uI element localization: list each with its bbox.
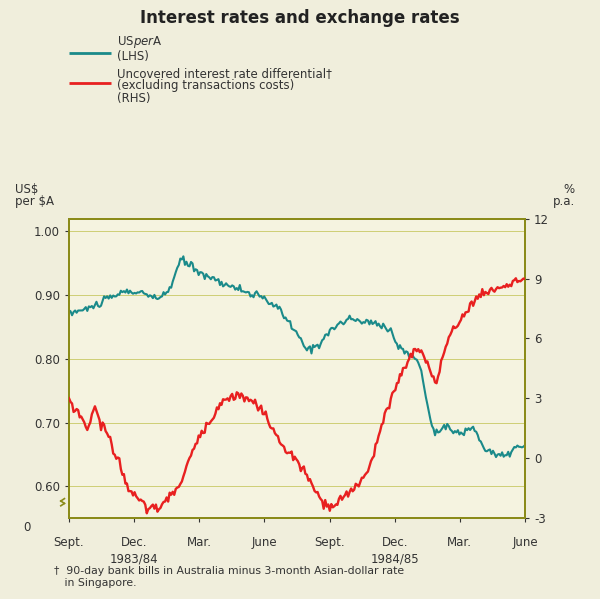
Text: Uncovered interest rate differential†: Uncovered interest rate differential† <box>117 66 332 80</box>
Text: (LHS): (LHS) <box>117 50 149 63</box>
Text: June: June <box>251 536 277 549</box>
Text: Sept.: Sept. <box>53 536 85 549</box>
Text: 0: 0 <box>23 521 30 534</box>
Text: US$: US$ <box>15 183 38 196</box>
Text: Interest rates and exchange rates: Interest rates and exchange rates <box>140 9 460 27</box>
Text: p.a.: p.a. <box>553 195 575 208</box>
Text: †  90-day bank bills in Australia minus 3-month Asian-dollar rate
   in Singapor: † 90-day bank bills in Australia minus 3… <box>54 566 404 588</box>
Text: Mar.: Mar. <box>187 536 212 549</box>
Text: 1984/85: 1984/85 <box>370 552 419 565</box>
Text: 1983/84: 1983/84 <box>110 552 158 565</box>
Text: Sept.: Sept. <box>314 536 345 549</box>
Text: June: June <box>512 536 538 549</box>
Text: Dec.: Dec. <box>121 536 148 549</box>
Text: Dec.: Dec. <box>382 536 408 549</box>
Text: (excluding transactions costs): (excluding transactions costs) <box>117 79 294 92</box>
Text: per $A: per $A <box>15 195 54 208</box>
Text: Mar.: Mar. <box>448 536 472 549</box>
Text: US$ per $A: US$ per $A <box>117 34 163 50</box>
Text: (RHS): (RHS) <box>117 92 151 105</box>
Text: %: % <box>563 183 575 196</box>
